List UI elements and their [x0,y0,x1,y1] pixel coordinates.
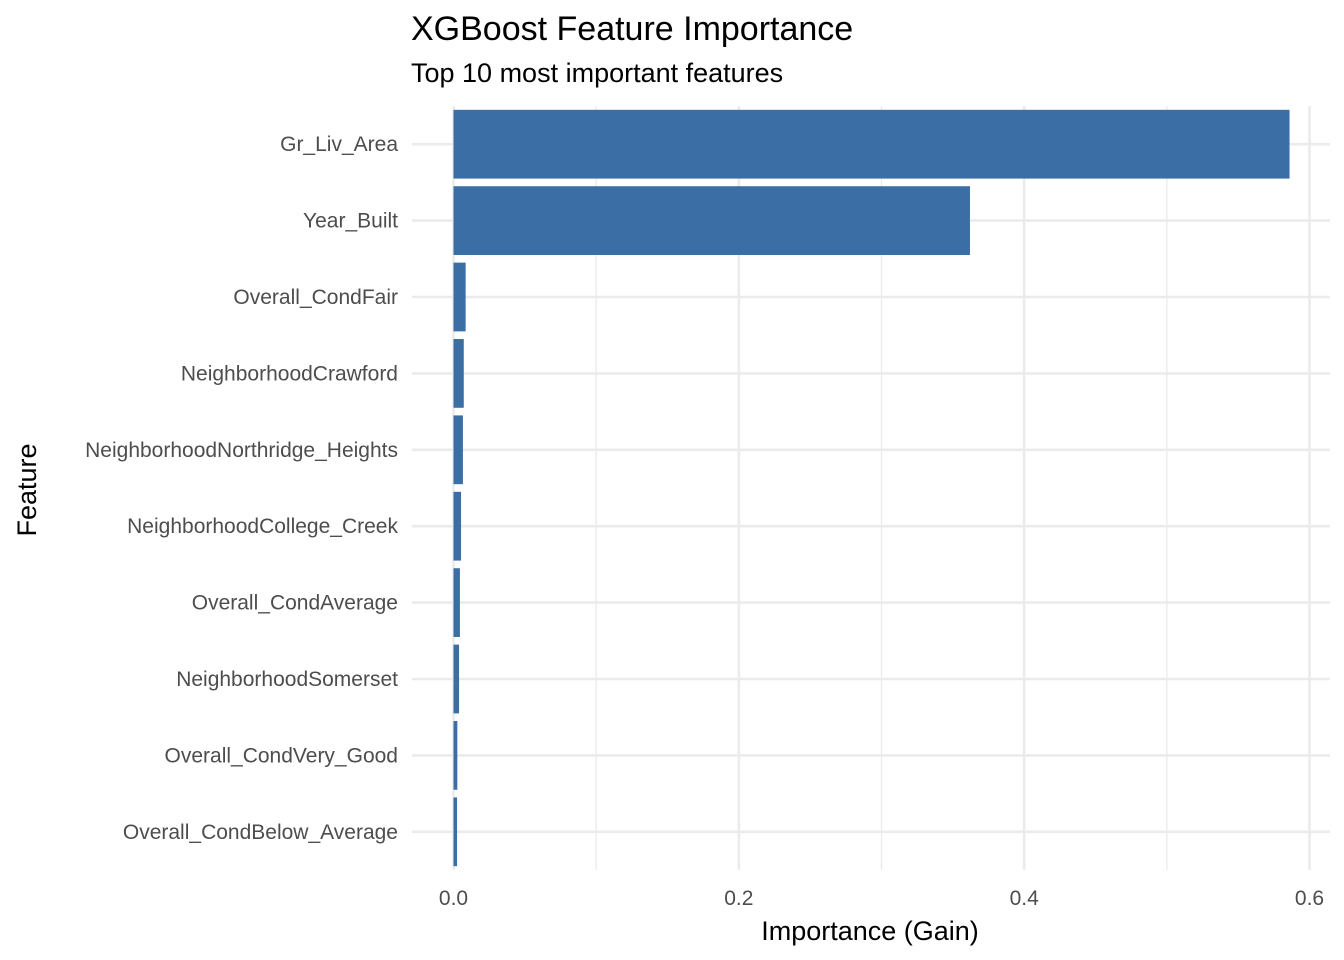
y-tick-label: NeighborhoodCrawford [181,362,398,385]
bar [453,491,462,561]
bar [453,339,464,408]
bar [453,109,1290,179]
y-tick-label: NeighborhoodSomerset [176,668,398,691]
y-tick-label: NeighborhoodCollege_Creek [127,515,398,538]
y-tick-label: Overall_CondBelow_Average [123,821,398,844]
bar [453,186,970,255]
bar [453,721,458,790]
label-layer: 0.0 0.2 0.4 0.6 Gr_Liv_Area Year_Built Overall… [85,133,1324,910]
bar [453,262,466,332]
bar [453,415,463,485]
y-tick-label: Overall_CondVery_Good [165,744,398,767]
y-tick-label: Overall_CondFair [233,286,398,309]
bar-layer [453,109,1290,867]
chart-subtitle: Top 10 most important features [411,58,783,88]
y-tick-label: NeighborhoodNorthridge_Heights [85,439,398,462]
x-axis-title: Importance (Gain) [761,916,979,946]
x-tick-label: 0.6 [1295,887,1324,910]
x-tick-label: 0.0 [439,887,468,910]
y-tick-label: Overall_CondAverage [192,592,398,615]
bar [453,644,460,714]
x-tick-label: 0.4 [1010,887,1040,910]
bar [453,797,458,867]
bar [453,568,460,637]
y-axis-title: Feature [12,443,42,536]
grid-layer [412,106,1330,870]
y-tick-label: Year_Built [303,210,398,233]
y-tick-label: Gr_Liv_Area [280,133,398,156]
chart-title: XGBoost Feature Importance [411,10,853,48]
x-tick-label: 0.2 [724,887,753,910]
